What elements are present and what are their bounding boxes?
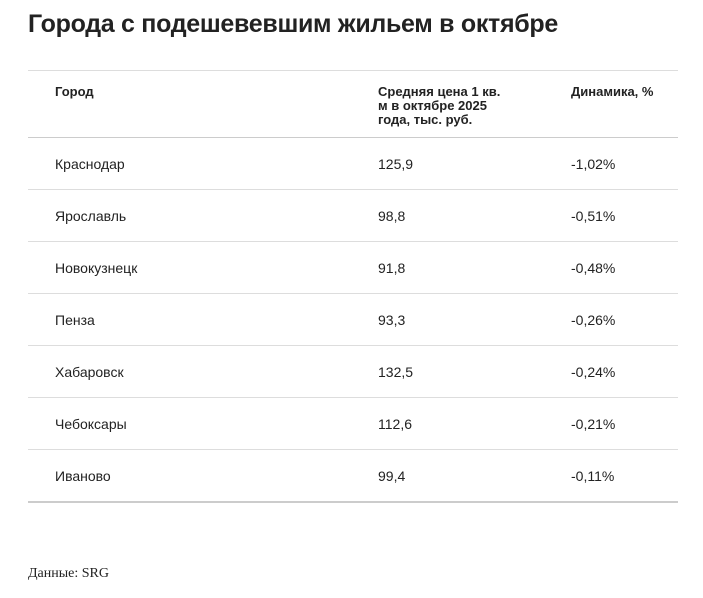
row: Чебоксары 112,6 -0,21% (28, 397, 678, 450)
row: Хабаровск 132,5 -0,24% (28, 345, 678, 398)
cell: Краснодар (28, 137, 378, 190)
row: Пенза 93,3 -0,26% (28, 293, 678, 346)
cell: Новокузнецк (28, 241, 378, 294)
column-header: Город (28, 70, 378, 138)
row: Иваново 99,4 -0,11% (28, 449, 678, 503)
cell: Хабаровск (28, 345, 378, 398)
column-header: Средняя цена 1 кв. м в октябре 2025 года… (378, 70, 571, 138)
table: Город Средняя цена 1 кв. м в октябре 2025… (28, 70, 678, 503)
cell: 98,8 (378, 189, 571, 242)
cell: -0,51% (571, 189, 678, 242)
cell: 91,8 (378, 241, 571, 294)
row: Ярославль 98,8 -0,51% (28, 189, 678, 242)
cell: -0,11% (571, 449, 678, 503)
cell: Чебоксары (28, 397, 378, 450)
cell: -0,24% (571, 345, 678, 398)
cell: 132,5 (378, 345, 571, 398)
cell: 93,3 (378, 293, 571, 346)
title: Города с подешевевшим жильем в октябре (28, 10, 558, 38)
column-header: Динамика, % (571, 70, 678, 138)
cell: Ярославль (28, 189, 378, 242)
header-row: Город Средняя цена 1 кв. м в октябре 2025… (28, 70, 678, 138)
source: Данные: SRG (28, 566, 109, 581)
cell: -0,26% (571, 293, 678, 346)
cell: 125,9 (378, 137, 571, 190)
table-body: Краснодар 125,9 -1,02% Ярославль 98,8 -0,51% Н… (28, 137, 678, 503)
row: Новокузнецк 91,8 -0,48% (28, 241, 678, 294)
cell: -0,21% (571, 397, 678, 450)
cell: 99,4 (378, 449, 571, 503)
cell: Пенза (28, 293, 378, 346)
cell: -0,48% (571, 241, 678, 294)
cell: Иваново (28, 449, 378, 503)
cell: -1,02% (571, 137, 678, 190)
cell: 112,6 (378, 397, 571, 450)
row: Краснодар 125,9 -1,02% (28, 137, 678, 190)
